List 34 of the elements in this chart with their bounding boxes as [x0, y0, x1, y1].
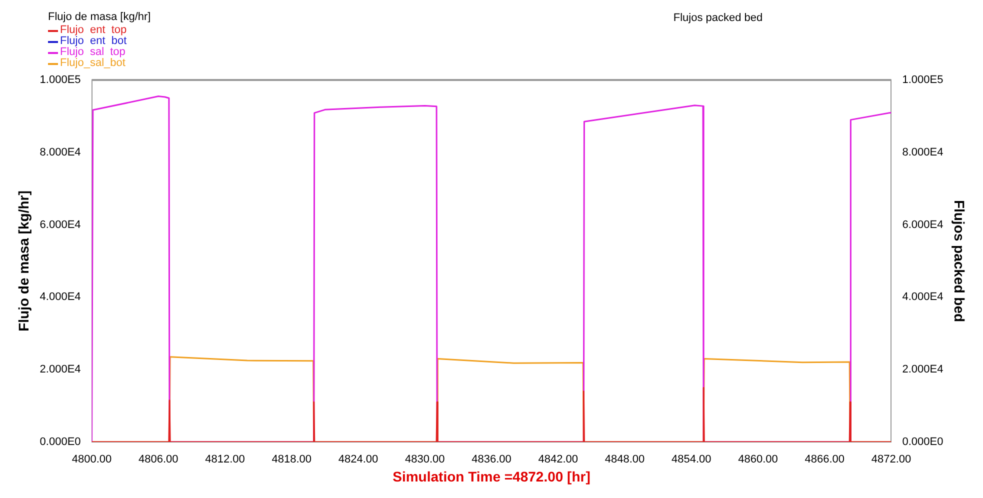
x-tick-label: 4872.00: [871, 454, 912, 466]
y-tick-label: 6.000E4: [40, 218, 81, 231]
chart-title: Flujos packed bed: [672, 12, 764, 24]
y-tick-label: 1.000E5: [40, 74, 81, 86]
y2-tick-label: 8.000E4: [902, 146, 944, 158]
x-tick-label: 4824.00: [338, 454, 378, 466]
y2-tick-label: 1.000E5: [902, 74, 944, 86]
y-tick-label: 8.000E4: [40, 146, 81, 158]
x-tick-label: 4854.00: [671, 454, 712, 466]
x-tick-label: 4812.00: [205, 454, 245, 466]
x-tick-label: 4842.00: [538, 454, 578, 466]
legend-label: Flujo ent bot: [60, 35, 127, 47]
x-tick-label: 4806.00: [138, 454, 178, 466]
legend-label: Flujo ent top: [60, 24, 127, 36]
y-axis-title: Flujo de masa [kg/hr]: [15, 190, 32, 332]
x-tick-label: 4860.00: [738, 454, 778, 466]
y2-tick-label: 0.000E0: [902, 436, 944, 448]
y2-tick-label: 6.000E4: [902, 218, 944, 231]
x-tick-label: 4848.00: [604, 454, 645, 466]
legend-label: Flujo_sal_bot: [60, 57, 126, 69]
y-tick-label: 4.000E4: [40, 291, 81, 304]
y-tick-label: 2.000E4: [40, 364, 81, 376]
y2-tick-label: 4.000E4: [902, 291, 944, 304]
x-axis-title: Simulation Time =4872.00 [hr]: [392, 468, 590, 484]
y-tick-label: 0.000E0: [40, 436, 81, 448]
x-tick-label: 4866.00: [804, 454, 844, 466]
legend-title: Flujo de masa [kg/hr]: [48, 11, 151, 23]
legend-label: Flujo sal top: [60, 46, 126, 58]
y2-tick-label: 2.000E4: [902, 364, 944, 376]
x-tick-label: 4800.00: [72, 454, 112, 466]
x-tick-label: 4830.00: [404, 454, 445, 466]
x-tick-label: 4836.00: [472, 454, 512, 466]
y2-axis-title: Flujos packed bed: [952, 200, 968, 322]
x-tick-label: 4818.00: [272, 454, 312, 466]
